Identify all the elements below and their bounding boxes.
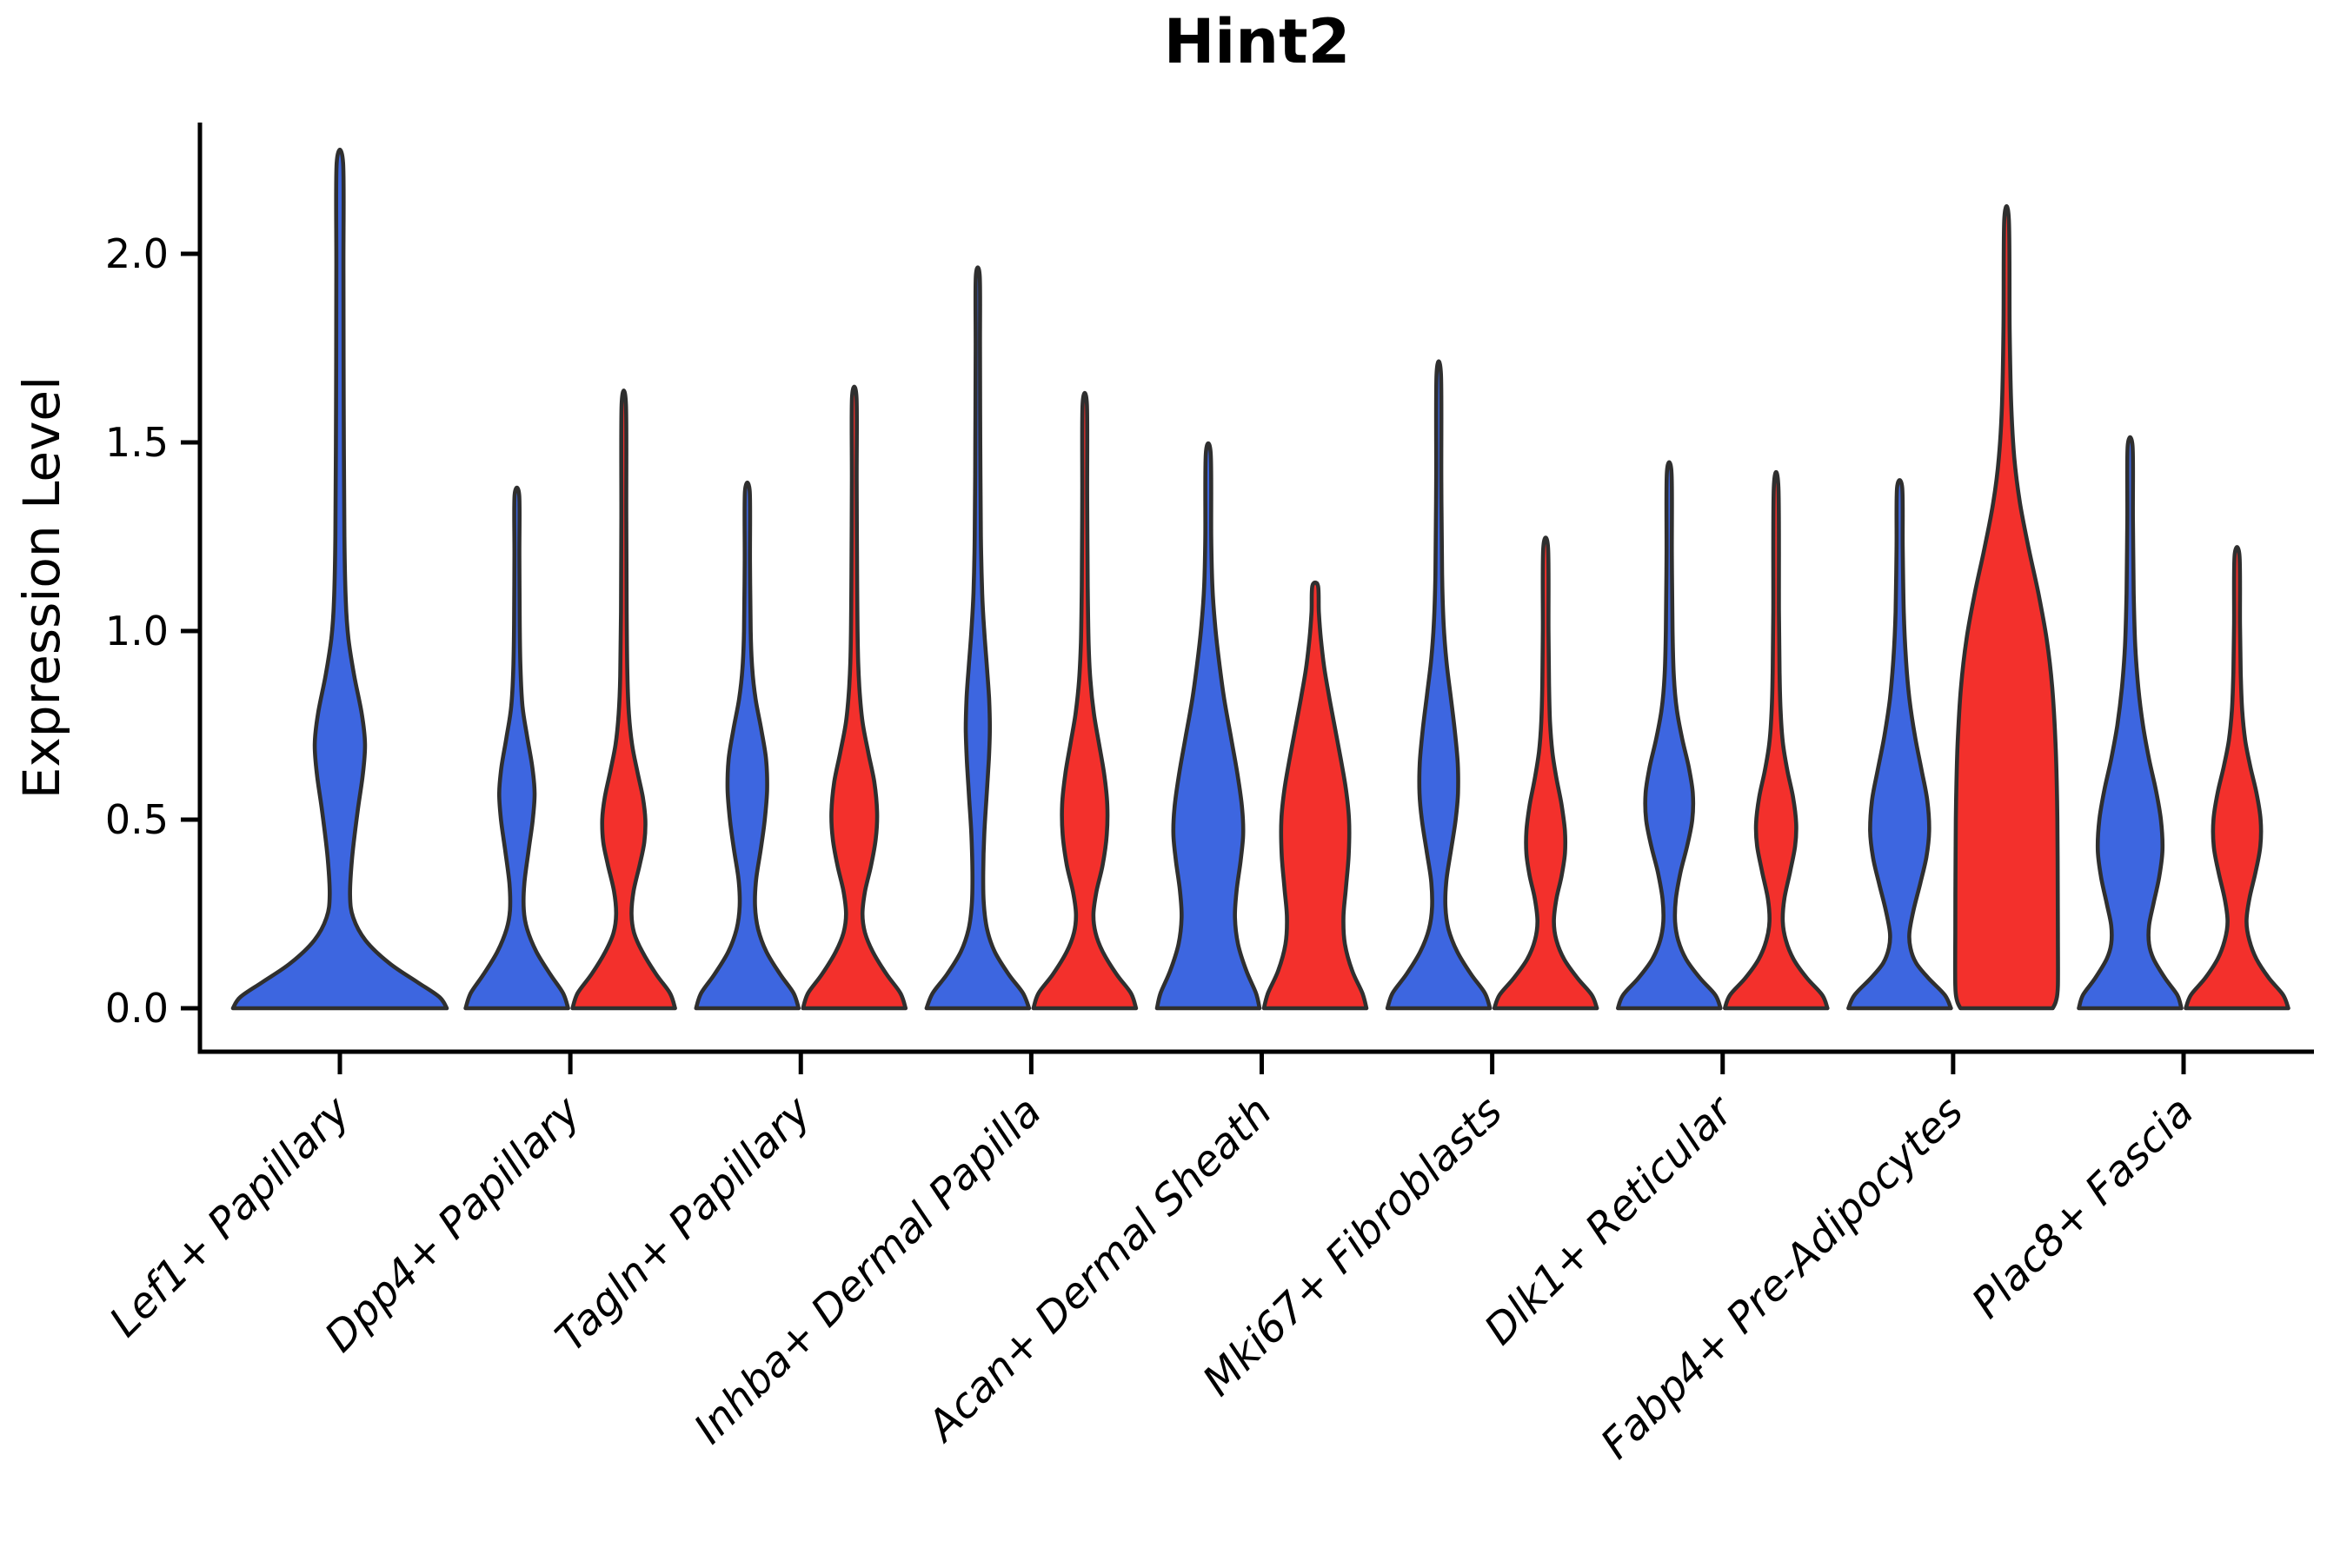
violin-fabp4-pre-adipocytes-group2: [1952, 203, 2060, 1011]
x-tick-label: Dpp4+ Papillary: [316, 1086, 590, 1361]
x-tick-label: Fabp4+ Pre-Adipocytes: [1592, 1087, 1973, 1469]
violin-mki67-fibroblasts-group1: [1385, 359, 1493, 1011]
violin-dpp4-papillary-group2: [570, 389, 677, 1011]
violins-layer: [230, 147, 2290, 1011]
violin-lef1-papillary-group1: [230, 147, 449, 1011]
x-tick-label: Dlk1+ Reticular: [1475, 1086, 1745, 1355]
violin-acan-dermal-sheath-group2: [1261, 580, 1369, 1011]
chart-title: Hint2: [1164, 6, 1351, 77]
x-tick-label: Plac8+ Fascia: [1963, 1087, 2204, 1328]
y-tick-label: 0.0: [105, 985, 169, 1032]
violin-plac8-fascia-group2: [2184, 545, 2290, 1011]
y-tick-label: 1.5: [105, 419, 169, 466]
violin-tagln-papillary-group2: [801, 384, 908, 1011]
violin-fabp4-pre-adipocytes-group1: [1846, 478, 1953, 1011]
violin-inhba-dermal-papilla-group1: [924, 265, 1032, 1011]
y-tick-label: 0.5: [105, 796, 169, 843]
y-axis-label: Expression Level: [12, 376, 71, 799]
violin-plac8-fascia-group1: [2077, 435, 2184, 1011]
y-tick-label: 1.0: [105, 608, 169, 654]
violin-inhba-dermal-papilla-group2: [1031, 390, 1139, 1011]
violin-dlk1-reticular-group2: [1723, 469, 1830, 1011]
violin-dpp4-papillary-group1: [463, 485, 570, 1011]
x-tick-label: Tagln+ Papillary: [547, 1086, 821, 1361]
violin-tagln-papillary-group1: [694, 480, 801, 1011]
violin-dlk1-reticular-group1: [1616, 460, 1723, 1011]
y-tick-label: 2.0: [105, 230, 169, 277]
violin-mki67-fibroblasts-group2: [1492, 535, 1599, 1011]
x-tick-label: Lef1+ Papillary: [100, 1086, 360, 1346]
violin-acan-dermal-sheath-group1: [1154, 441, 1262, 1011]
